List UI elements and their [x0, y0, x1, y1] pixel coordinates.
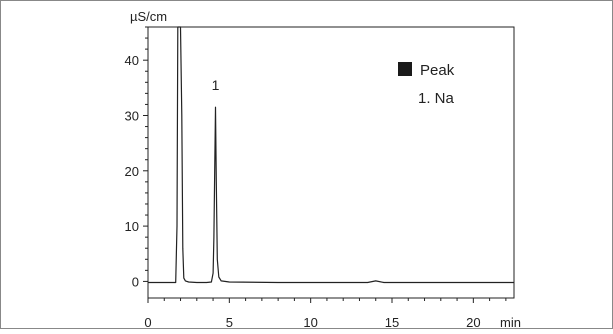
x-tick-label: 10: [303, 315, 317, 329]
y-axis-ticks: 0 10 20 30 40: [125, 26, 148, 289]
y-tick-label: 0: [132, 274, 139, 289]
y-tick-label: 20: [125, 164, 139, 179]
x-tick-label: 20: [466, 315, 480, 329]
y-axis-unit-label: µS/cm: [130, 9, 167, 24]
x-axis-unit-label: min: [500, 315, 521, 329]
y-tick-label: 40: [125, 53, 139, 68]
y-tick-label: 10: [125, 219, 139, 234]
series-trace-line: [148, 26, 514, 284]
x-tick-label: 5: [226, 315, 233, 329]
legend: Peak 1. Na: [398, 62, 455, 107]
legend-entry-na: 1. Na: [418, 90, 455, 107]
x-axis-ticks: 0 5 10 15 20: [144, 298, 507, 330]
x-tick-label: 0: [144, 315, 151, 329]
plot-area-frame: [147, 26, 515, 299]
legend-marker-square: [398, 62, 412, 76]
peak-label: 1: [212, 77, 220, 93]
x-tick-label: 15: [385, 315, 399, 329]
y-tick-label: 30: [125, 108, 139, 123]
legend-title: Peak: [420, 62, 455, 79]
peak-labels: 1: [212, 77, 220, 93]
